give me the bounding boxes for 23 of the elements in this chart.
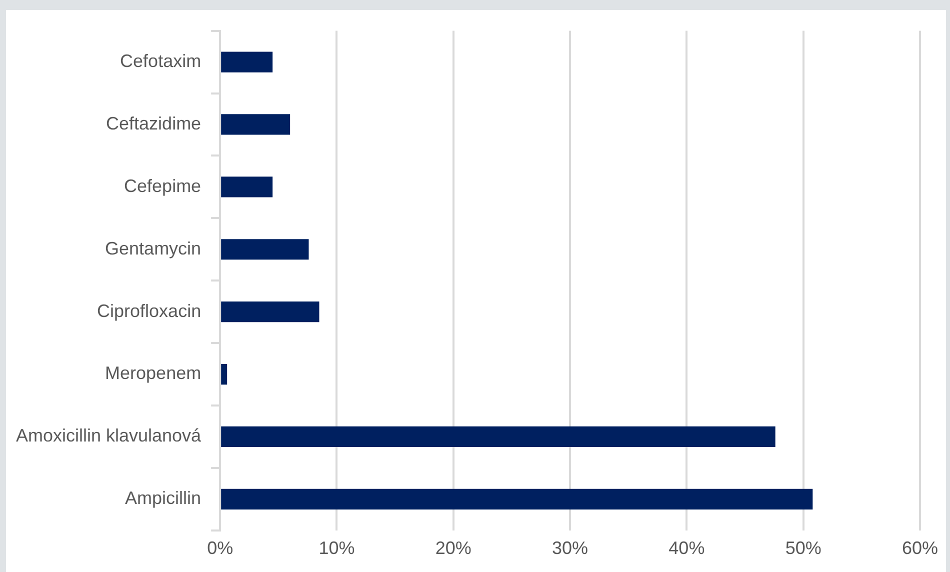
x-tick-label: 60% bbox=[902, 538, 938, 558]
y-tick-label: Gentamycin bbox=[105, 238, 202, 258]
x-tick-label: 10% bbox=[318, 538, 355, 558]
bar bbox=[221, 239, 309, 260]
x-tick-label: 0% bbox=[207, 538, 234, 558]
bar bbox=[221, 364, 228, 385]
y-tick-label: Ciprofloxacin bbox=[97, 300, 202, 321]
y-tick-label: Ceftazidime bbox=[106, 113, 202, 134]
bar bbox=[221, 426, 776, 448]
y-tick-label: Cefotaxim bbox=[120, 50, 202, 71]
bar bbox=[221, 302, 320, 322]
y-tick-label: Amoxicillin klavulanová bbox=[16, 426, 202, 446]
bar bbox=[221, 114, 290, 135]
y-tick-label: Ampicillin bbox=[125, 488, 202, 508]
x-tick-label: 40% bbox=[668, 538, 705, 558]
bar bbox=[221, 488, 813, 510]
x-tick-label: 20% bbox=[435, 538, 472, 558]
bar bbox=[221, 176, 273, 198]
x-tick-label: 30% bbox=[552, 538, 588, 558]
y-tick-label: Meropenem bbox=[105, 363, 202, 384]
x-tick-label: 50% bbox=[785, 538, 822, 558]
y-tick-label: Cefepime bbox=[124, 176, 202, 196]
bar bbox=[221, 52, 273, 72]
